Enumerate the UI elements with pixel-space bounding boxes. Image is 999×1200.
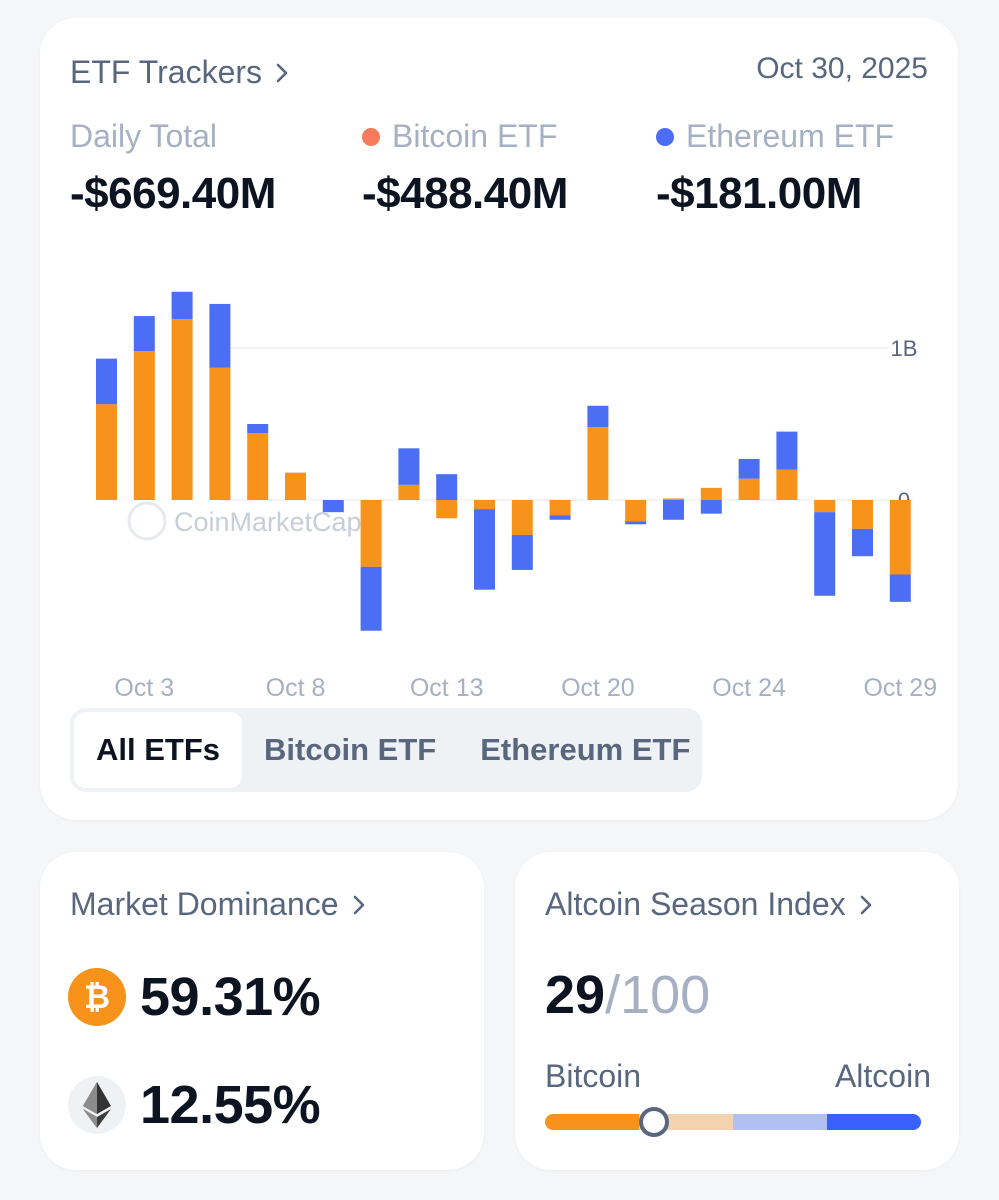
bar-bitcoin <box>171 319 193 500</box>
bar-bitcoin <box>209 367 231 500</box>
altcoin-bar-segment <box>545 1114 639 1130</box>
bar-ethereum <box>625 521 647 525</box>
x-tick-label: Oct 20 <box>561 674 635 698</box>
chevron-right-icon <box>860 895 871 914</box>
etf-trackers-link[interactable]: ETF Trackers <box>70 54 288 91</box>
bar-bitcoin <box>247 433 269 500</box>
bar-ethereum <box>549 515 571 520</box>
x-tick-label: Oct 29 <box>863 674 937 698</box>
bar-ethereum <box>209 303 231 368</box>
bar-bitcoin <box>852 500 873 529</box>
altcoin-side-label: Altcoin <box>834 1058 931 1094</box>
tab-all-etfs[interactable]: All ETFs <box>74 712 243 788</box>
bar-ethereum <box>96 358 117 405</box>
bar-bitcoin <box>889 500 911 575</box>
altcoin-bar-segment <box>827 1114 921 1130</box>
altcoin-index-value: 29 <box>545 965 606 1025</box>
bar-ethereum <box>511 534 533 570</box>
bitcoin-dominance-row: ₿ 59.31% <box>68 966 321 1028</box>
ethereum-dominance-value: 12.55% <box>140 1075 321 1135</box>
bitcoin-icon: ₿ <box>68 968 126 1026</box>
altcoin-season-bar <box>545 1114 921 1130</box>
bitcoin-etf-value: -$488.40M <box>362 169 568 218</box>
bar-bitcoin <box>133 351 155 500</box>
bitcoin-etf-stat: Bitcoin ETF -$488.40M <box>362 118 568 219</box>
svg-text:₿: ₿ <box>84 978 110 1016</box>
bitcoin-dominance-value: 59.31% <box>140 967 321 1027</box>
bar-ethereum <box>322 500 344 513</box>
bar-ethereum <box>889 574 911 602</box>
bar-bitcoin <box>625 500 647 522</box>
bar-ethereum <box>814 512 836 596</box>
y-tick-label: 1B <box>891 336 918 361</box>
altcoin-index-max: /100 <box>605 965 711 1025</box>
bar-ethereum <box>398 448 420 485</box>
ethereum-etf-value: -$181.00M <box>656 169 862 218</box>
etf-filter-tabs: All ETFs Bitcoin ETF Ethereum ETF <box>70 708 702 792</box>
bar-bitcoin <box>700 487 722 500</box>
bar-ethereum <box>738 458 760 479</box>
bitcoin-etf-label: Bitcoin ETF <box>392 118 558 154</box>
altcoin-season-indicator <box>639 1107 670 1137</box>
altcoin-season-title: Altcoin Season Index <box>545 886 846 922</box>
bar-bitcoin <box>814 500 836 513</box>
etf-date: Oct 30, 2025 <box>756 52 928 85</box>
bar-ethereum <box>700 500 722 514</box>
bar-bitcoin <box>474 500 495 510</box>
bar-bitcoin <box>96 404 117 500</box>
market-dominance-link[interactable]: Market Dominance <box>70 886 365 923</box>
bar-ethereum <box>133 316 155 352</box>
altcoin-season-index: 29/100 <box>545 964 710 1026</box>
bar-ethereum <box>247 424 269 434</box>
altcoin-bar-segment <box>733 1114 827 1130</box>
bar-bitcoin <box>549 500 571 516</box>
bar-bitcoin <box>398 484 420 500</box>
bar-bitcoin <box>776 469 798 500</box>
bar-ethereum <box>587 405 609 428</box>
market-dominance-title: Market Dominance <box>70 886 339 922</box>
ethereum-etf-stat: Ethereum ETF -$181.00M <box>656 118 894 219</box>
x-tick-label: Oct 24 <box>712 674 786 698</box>
daily-total-label: Daily Total <box>70 118 218 154</box>
chevron-right-icon <box>276 63 288 82</box>
bar-ethereum <box>852 528 873 557</box>
tab-bitcoin-etf[interactable]: Bitcoin ETF <box>264 732 437 767</box>
bar-ethereum <box>776 431 798 470</box>
bar-bitcoin <box>285 472 306 500</box>
x-tick-label: Oct 13 <box>410 674 484 698</box>
daily-total-stat: Daily Total -$669.40M <box>70 118 276 219</box>
ethereum-dot-icon <box>656 127 674 146</box>
market-dominance-card: Market Dominance ₿ 59.31% 12.55% <box>40 852 484 1170</box>
x-tick-label: Oct 3 <box>114 674 174 698</box>
etf-title: ETF Trackers <box>70 54 263 90</box>
bar-ethereum <box>663 500 684 520</box>
x-tick-label: Oct 8 <box>266 674 326 698</box>
bar-bitcoin <box>663 498 684 500</box>
bitcoin-dot-icon <box>362 127 380 146</box>
bar-ethereum <box>474 509 495 590</box>
ethereum-dominance-row: 12.55% <box>68 1074 321 1136</box>
bar-bitcoin <box>436 500 458 519</box>
altcoin-season-link[interactable]: Altcoin Season Index <box>545 886 872 923</box>
bar-bitcoin <box>511 500 533 535</box>
bar-bitcoin <box>738 478 760 500</box>
ethereum-icon <box>68 1076 126 1134</box>
bar-ethereum <box>360 566 382 631</box>
tab-ethereum-etf[interactable]: Ethereum ETF <box>480 732 691 767</box>
chevron-right-icon <box>353 895 364 914</box>
daily-total-value: -$669.40M <box>70 169 276 218</box>
ethereum-etf-label: Ethereum ETF <box>686 118 895 154</box>
bar-ethereum <box>436 474 458 500</box>
watermark-logo <box>127 501 167 541</box>
bar-bitcoin <box>360 500 382 567</box>
etf-tracker-card: ETF Trackers Oct 30, 2025 Daily Total -$… <box>40 18 958 820</box>
altcoin-season-card: Altcoin Season Index 29/100 Bitcoin Altc… <box>515 852 959 1170</box>
bar-bitcoin <box>587 427 609 500</box>
bar-ethereum <box>171 291 193 320</box>
bitcoin-side-label: Bitcoin <box>545 1058 642 1094</box>
